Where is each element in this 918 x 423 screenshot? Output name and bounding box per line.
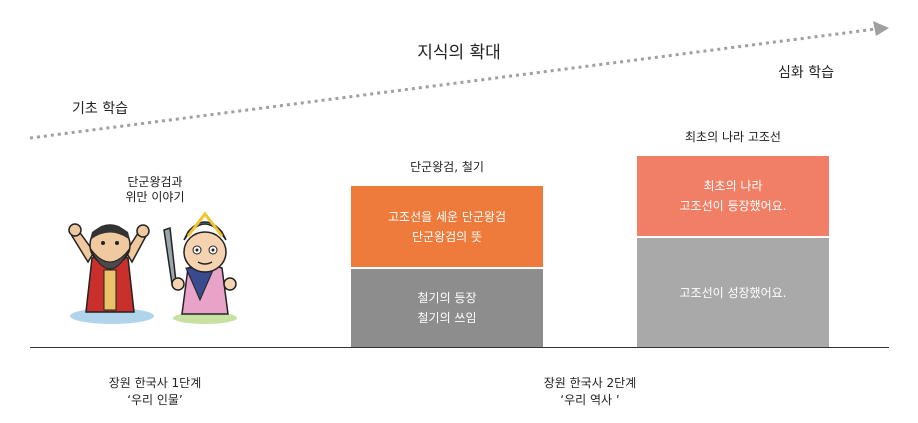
iron-topic-line1: 철기의 등장	[417, 291, 477, 305]
gojoseon-appear-line2: 고조선이 등장했어요.	[679, 199, 787, 213]
book-level2-label: 장원 한국사 2단계 ‘우리 역사 ’	[515, 375, 665, 409]
dangun-topic-block: 고조선을 세운 단군왕검 단군왕검의 뜻	[351, 186, 543, 267]
gojoseon-appear-line1: 최초의 나라	[703, 179, 763, 193]
arrow-head-icon	[873, 21, 889, 36]
group3-caption: 최초의 나라 고조선	[685, 130, 781, 144]
baseline-divider	[30, 347, 889, 348]
dangun-topic-line2: 단군왕검의 뜻	[411, 229, 483, 244]
dangun-topic-line1: 고조선을 세운 단군왕검	[387, 209, 507, 224]
book-level2-title: 장원 한국사 2단계	[543, 376, 637, 390]
group2-caption: 단군왕검, 철기	[410, 160, 484, 174]
book-level1-label: 장원 한국사 1단계 ‘우리 인물’	[80, 375, 230, 409]
group1-caption-line1: 단군왕검과	[127, 175, 183, 189]
gojoseon-grow-line: 고조선이 성장했어요.	[679, 285, 787, 300]
book-level2-subtitle: ‘우리 역사 ’	[560, 393, 620, 407]
wiman-figure-icon	[163, 211, 237, 315]
gojoseon-appear-block: 최초의 나라 고조선이 등장했어요.	[637, 156, 829, 236]
gojoseon-grow-block: 고조선이 성장했어요.	[637, 238, 829, 347]
iron-topic-block: 철기의 등장 철기의 쓰임	[351, 269, 543, 347]
advanced-learning-label: 심화 학습	[778, 65, 834, 81]
book-level1-subtitle: ‘우리 인물’	[127, 393, 183, 407]
dangun-figure-icon	[68, 223, 150, 313]
basic-learning-label: 기초 학습	[72, 101, 128, 117]
group1-caption: 단군왕검과 위만 이야기	[115, 175, 195, 205]
diagram-title: 지식의 확대	[417, 43, 501, 63]
book-level1-title: 장원 한국사 1단계	[108, 376, 202, 390]
group1-caption-line2: 위만 이야기	[125, 190, 185, 204]
iron-topic-line2: 철기의 쓰임	[417, 311, 477, 325]
